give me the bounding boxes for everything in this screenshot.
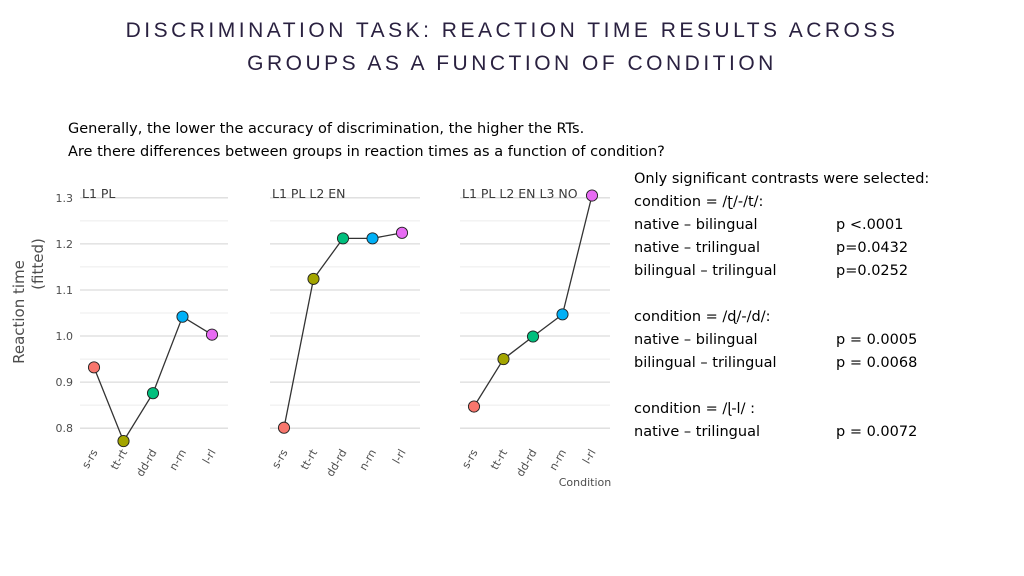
- data-point: [307, 272, 320, 285]
- data-point: [585, 189, 599, 202]
- contrast-row: native – bilingual p <.0001: [634, 214, 974, 237]
- data-point: [467, 400, 481, 413]
- contrast-row: native – trilingual p = 0.0072: [634, 421, 974, 444]
- x-tick-label: n-rn: [167, 447, 189, 473]
- intro-text: Generally, the lower the accuracy of dis…: [68, 118, 665, 164]
- contrast-row: native – bilingual p = 0.0005: [634, 329, 974, 352]
- x-tick-label: dd-rd: [324, 447, 350, 479]
- x-tick-label: l-rl: [200, 447, 219, 466]
- y-tick-label: 1.3: [56, 192, 74, 205]
- contrast-pair: native – bilingual: [634, 217, 758, 233]
- y-tick-label: 1.0: [56, 330, 74, 343]
- x-tick-label: dd-rd: [514, 447, 540, 479]
- data-point: [366, 232, 379, 245]
- data-point: [117, 435, 130, 448]
- contrast-p-value: p = 0.0005: [836, 332, 918, 348]
- intro-line-1: Generally, the lower the accuracy of dis…: [68, 121, 585, 137]
- data-point: [205, 328, 219, 341]
- x-tick-label: tt-rt: [108, 446, 130, 472]
- contrasts-heading: Only significant contrasts were selected…: [634, 171, 930, 187]
- contrast-p-value: p=0.0252: [836, 263, 909, 279]
- contrast-row: native – trilingual p=0.0432: [634, 237, 974, 260]
- contrast-p-value: p=0.0432: [836, 240, 909, 256]
- data-point: [526, 330, 540, 343]
- slide-title: DISCRIMINATION TASK: REACTION TIME RESUL…: [0, 14, 1024, 80]
- data-point: [556, 308, 569, 321]
- x-tick-label: s-rs: [269, 447, 290, 471]
- series-line: [283, 232, 403, 428]
- x-tick-label: tt-rt: [298, 446, 320, 472]
- x-tick-label: l-rl: [390, 447, 409, 466]
- y-tick-label: 0.9: [56, 376, 74, 389]
- condition-label: condition = /ɭ-l/ :: [634, 401, 755, 417]
- contrast-pair: bilingual – trilingual: [634, 263, 777, 279]
- x-tick-label: tt-rt: [488, 446, 510, 472]
- y-axis-title: (fitted): [29, 238, 47, 290]
- x-tick-label: n-rn: [357, 447, 379, 473]
- y-tick-label: 1.1: [56, 284, 74, 297]
- y-axis-title: Reaction time: [10, 260, 28, 364]
- contrast-p-value: p <.0001: [836, 217, 904, 233]
- reaction-time-chart: Reaction time (fitted) 0.8 0.9 1.0 1.1 1.2 1.3 L…: [10, 186, 612, 489]
- contrast-pair: bilingual – trilingual: [634, 355, 777, 371]
- panel-title: L1 PL L2 EN L3 NO: [462, 186, 578, 201]
- data-point: [146, 387, 160, 400]
- contrast-p-value: p = 0.0072: [836, 424, 918, 440]
- data-point: [277, 421, 291, 434]
- title-line-1: DISCRIMINATION TASK: REACTION TIME RESUL…: [125, 19, 899, 42]
- series-line: [473, 195, 593, 407]
- panel-title: L1 PL L2 EN: [272, 186, 346, 201]
- x-tick-label: s-rs: [459, 447, 480, 471]
- y-tick-label: 0.8: [56, 422, 74, 435]
- y-tick-label: 1.2: [56, 238, 74, 251]
- data-point: [497, 353, 510, 366]
- title-line-2: GROUPS AS A FUNCTION OF CONDITION: [247, 52, 777, 75]
- data-point: [395, 226, 409, 239]
- contrast-pair: native – trilingual: [634, 424, 760, 440]
- data-point: [87, 361, 101, 374]
- x-tick-label: n-rn: [547, 447, 569, 473]
- x-tick-label: dd-rd: [134, 447, 160, 479]
- x-axis-title: Condition: [559, 476, 612, 489]
- contrast-row: bilingual – trilingual p = 0.0068: [634, 352, 974, 375]
- x-tick-label: s-rs: [79, 447, 100, 471]
- series-line: [93, 315, 213, 443]
- data-point: [336, 232, 350, 245]
- contrast-pair: native – bilingual: [634, 332, 758, 348]
- intro-line-2: Are there differences between groups in …: [68, 144, 665, 160]
- x-tick-label: l-rl: [580, 447, 599, 466]
- panel-title: L1 PL: [82, 186, 115, 201]
- data-point: [176, 310, 189, 323]
- condition-label: condition = /ɖ/-/d/:: [634, 309, 771, 325]
- contrast-row: bilingual – trilingual p=0.0252: [634, 260, 974, 283]
- contrasts-panel: Only significant contrasts were selected…: [634, 168, 974, 444]
- condition-label: condition = /ʈ/-/t/:: [634, 194, 764, 210]
- contrast-p-value: p = 0.0068: [836, 355, 918, 371]
- contrast-pair: native – trilingual: [634, 240, 760, 256]
